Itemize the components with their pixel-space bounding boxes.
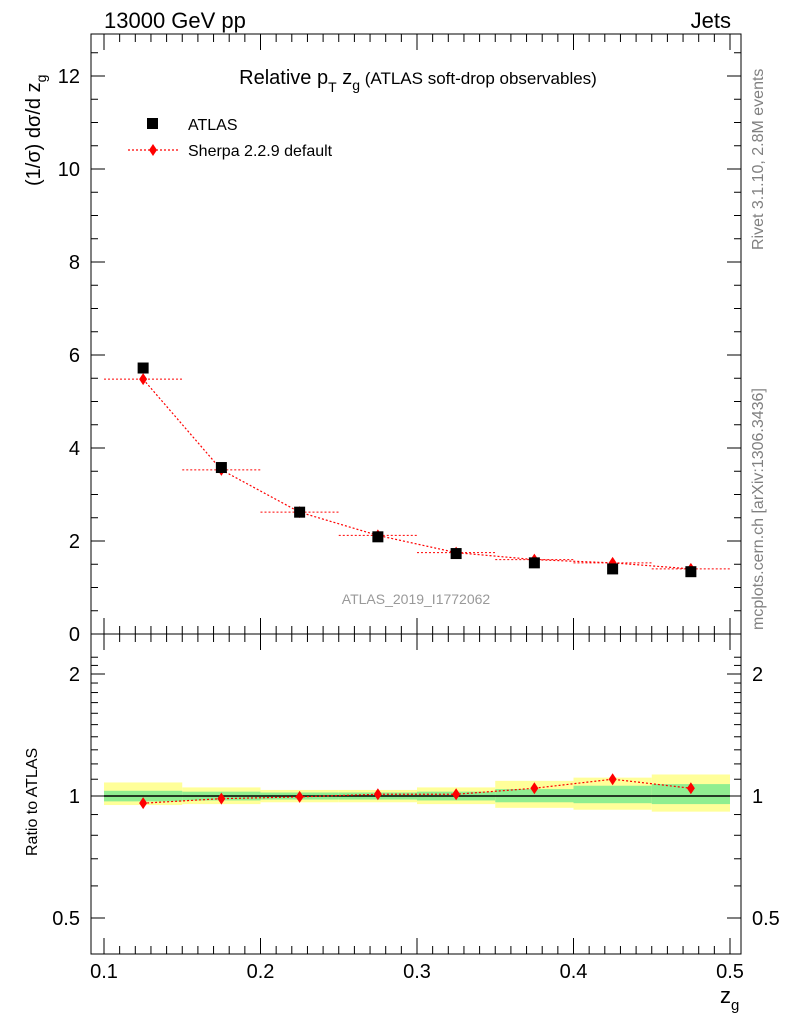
ratio-sherpa-point <box>530 782 539 795</box>
main-y-axis-label-sub: g <box>33 75 49 83</box>
ratio-panel: 0.5 0.5 1 1 2 2 Ratio to ATLAS <box>24 633 780 955</box>
main-y-tick-labels: 0 2 4 6 8 10 12 <box>58 66 80 646</box>
main-series-sherpa <box>104 373 730 575</box>
header-right: Jets <box>691 8 731 33</box>
sherpa-point <box>139 373 148 386</box>
atlas-point <box>685 566 697 578</box>
ratio-y-tick-labels: 0.5 0.5 1 1 2 2 <box>52 664 780 930</box>
plot-title: Relative pT zg (ATLAS soft-drop observab… <box>239 67 597 95</box>
ratio-series-sherpa <box>139 773 695 810</box>
atlas-point <box>137 362 149 374</box>
x-tick-label: 0.5 <box>716 961 744 983</box>
x-tick-label: 0.4 <box>560 961 588 983</box>
ratio-uncertainty-bands <box>104 774 730 812</box>
mcplots-credit-label: mcplots.cern.ch [arXiv:1306.3436] <box>750 388 767 630</box>
main-y-tick-label: 4 <box>69 438 80 460</box>
ratio-band-inner <box>573 785 652 804</box>
main-axis-ticks <box>91 34 741 635</box>
x-tick-label: 0.1 <box>90 961 118 983</box>
legend-atlas-label: ATLAS <box>188 117 238 134</box>
ratio-y-tick-label-right: 0.5 <box>752 908 780 930</box>
atlas-point <box>294 506 306 518</box>
ratio-axis-ticks <box>91 634 741 954</box>
ratio-panel-frame <box>90 633 742 955</box>
x-tick-labels: 0.1 0.2 0.3 0.4 0.5 <box>90 961 744 983</box>
ratio-sherpa-point <box>295 790 304 803</box>
main-y-tick-label: 12 <box>58 66 80 88</box>
x-axis-label-sub: g <box>731 997 739 1014</box>
x-tick-label: 0.3 <box>403 961 431 983</box>
ratio-sherpa-line <box>143 778 691 804</box>
x-axis-label-text: z <box>720 983 731 1008</box>
atlas-point <box>215 462 227 474</box>
ratio-sherpa-point <box>217 792 226 805</box>
ratio-sherpa-point <box>686 782 695 795</box>
ratio-y-tick-label-left: 2 <box>69 664 80 686</box>
legend-sherpa-label: Sherpa 2.2.9 default <box>188 143 333 160</box>
ratio-y-tick-label-left: 1 <box>69 786 80 808</box>
header-left: 13000 GeV pp <box>104 8 246 33</box>
atlas-point <box>450 548 462 560</box>
main-y-tick-label: 0 <box>69 624 80 646</box>
rivet-version-label: Rivet 3.1.10, 2.8M events <box>750 69 767 250</box>
ratio-sherpa-point <box>452 788 461 801</box>
ratio-y-tick-label-right: 1 <box>752 786 763 808</box>
plot-title-parenthetical: (ATLAS soft-drop observables) <box>360 69 597 88</box>
ratio-y-tick-label-right: 2 <box>752 664 763 686</box>
main-y-tick-label: 10 <box>58 159 80 181</box>
atlas-point <box>607 563 619 575</box>
main-y-tick-label: 2 <box>69 531 80 553</box>
main-y-axis-label: (1/σ) dσ/d zg <box>23 75 49 186</box>
sherpa-line <box>142 378 691 570</box>
main-y-axis-label-text: (1/σ) dσ/d z <box>23 82 45 186</box>
x-axis-label: zg <box>720 983 739 1014</box>
x-tick-label: 0.2 <box>247 961 275 983</box>
plot-title-after: z <box>337 67 353 89</box>
analysis-id-label: ATLAS_2019_I1772062 <box>342 591 491 607</box>
legend-sherpa-marker <box>149 144 157 156</box>
plot-title-after-sub: g <box>352 77 360 93</box>
ratio-y-tick-label-left: 0.5 <box>52 908 80 930</box>
legend-atlas-marker <box>147 118 158 129</box>
ratio-sherpa-point <box>139 797 148 810</box>
plot-title-main: Relative p <box>239 67 328 89</box>
ratio-y-axis-label: Ratio to ATLAS <box>24 748 41 856</box>
main-y-tick-label: 8 <box>69 252 80 274</box>
ratio-sherpa-point <box>373 788 382 801</box>
main-series-atlas <box>137 362 697 578</box>
main-y-tick-label: 6 <box>69 345 80 367</box>
atlas-point <box>528 557 540 569</box>
ratio-sherpa-point <box>608 773 617 786</box>
atlas-point <box>372 531 384 543</box>
legend: ATLAS Sherpa 2.2.9 default <box>128 117 333 160</box>
plot-title-sub: T <box>328 79 337 95</box>
